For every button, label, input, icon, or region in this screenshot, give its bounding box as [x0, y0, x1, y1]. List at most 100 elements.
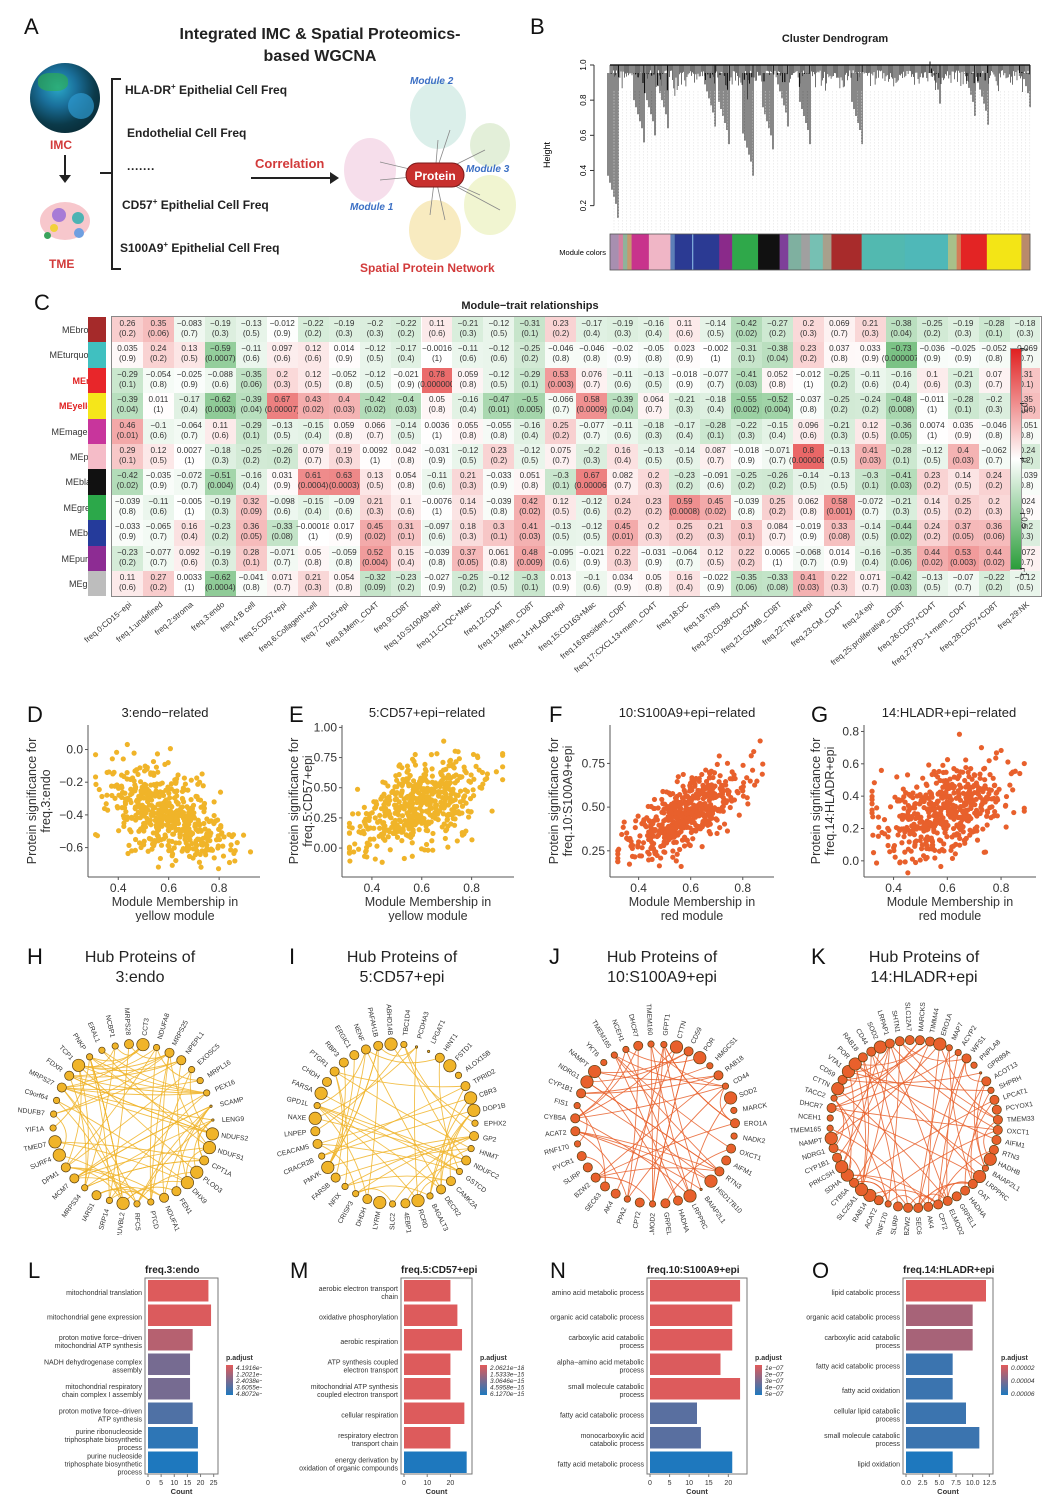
scatter-point: [484, 771, 490, 777]
heatmap-cell: [514, 367, 546, 394]
network-edge: [841, 1071, 855, 1167]
scatter-point: [679, 813, 685, 819]
scatter-point: [701, 801, 707, 807]
heatmap-cell: [297, 469, 329, 495]
heatmap-cell: [173, 393, 205, 419]
heatmap-cell: [947, 545, 979, 571]
panel-letter: B: [530, 14, 545, 39]
p-value: (1): [803, 379, 814, 389]
scatter-point: [385, 827, 391, 833]
heatmap-cell: [142, 469, 174, 495]
heatmap-cell: [978, 520, 1010, 546]
p-value: (0.9): [614, 354, 632, 364]
go-term-label: proton motive force−driven: [59, 1408, 142, 1415]
heatmap-cell-text: −0.17 (0.4): [387, 344, 426, 364]
scatter-point: [347, 858, 353, 864]
correlation-value: −0.25: [240, 446, 262, 455]
scatter-point: [358, 830, 364, 836]
module-color-segment: [956, 234, 962, 270]
scatter-point: [161, 815, 167, 821]
p-value: (0.7): [830, 329, 848, 338]
scatter-point: [957, 842, 963, 848]
p-value: (0.6): [583, 583, 601, 592]
correlation-value: −0.33: [271, 522, 293, 532]
heatmap-cell-text: 0.24 (0.2): [975, 471, 1014, 491]
p-value: (0.6): [799, 430, 817, 440]
module-color-swatch: [88, 545, 106, 571]
scatter-point: [944, 785, 950, 791]
correlation-value: −0.05: [643, 344, 664, 354]
heatmap-cell-text: −0.73 (0.000007): [882, 344, 922, 364]
heatmap-cell-text: −0.021 (0.9): [387, 370, 426, 390]
heatmap-cell-text: 0.0036 (1): [418, 421, 457, 441]
p-value: (0.0000002): [788, 456, 834, 465]
heatmap-cell-text: −0.29 (0.1): [510, 370, 549, 390]
p-value: (0.2): [614, 506, 632, 516]
scatter-point: [693, 775, 699, 782]
scatter-point: [409, 853, 415, 859]
correlation-value: −0.18: [705, 395, 726, 405]
scatter-point: [459, 803, 466, 809]
protein-node: [706, 1062, 714, 1070]
p-value: (0.9): [397, 379, 415, 389]
go-term-label: process: [619, 1392, 644, 1399]
go-bar: [906, 1451, 953, 1473]
network-edge: [927, 1044, 941, 1207]
heatmap-cell: [576, 393, 608, 419]
go-bar: [148, 1378, 191, 1400]
heatmap-cell: [638, 393, 670, 419]
heatmap-cell-text: −0.25 (0.2): [820, 370, 859, 390]
heatmap-cell: [142, 418, 174, 444]
protein-node: [873, 1040, 887, 1054]
scatter-point: [363, 823, 369, 829]
correlation-value: 0.4: [957, 446, 969, 455]
correlation-value: −0.23: [674, 471, 695, 481]
network-edge: [84, 1160, 205, 1189]
scatter-point: [905, 846, 911, 852]
module-color-segment: [758, 234, 780, 270]
heatmap-cell: [885, 317, 917, 343]
correlation-value: −0.12: [1014, 573, 1036, 582]
heatmap-cell: [761, 494, 793, 521]
correlation-value: 0.013: [550, 573, 572, 582]
heatmap-cell-text: 0.037 (0.8): [820, 344, 859, 364]
y-tick-label: −0.6: [59, 841, 83, 855]
go-bar: [148, 1451, 198, 1473]
x-tick-label: 5: [668, 1480, 672, 1487]
network-edge: [69, 1059, 182, 1078]
correlation-value: 0.36: [986, 522, 1003, 532]
heatmap-cell-text: −0.039 (0.8): [418, 548, 457, 568]
scatter-point: [240, 832, 247, 838]
scatter-point: [724, 798, 730, 804]
correlation-value: 0.11: [212, 420, 228, 430]
scatter-point: [366, 814, 373, 821]
scatter-point: [1003, 793, 1010, 800]
module-1-label: Module 1: [350, 202, 394, 213]
network-edge: [614, 1054, 732, 1149]
scatter-point: [661, 849, 667, 855]
scatter-point: [435, 808, 441, 814]
heatmap-cell-text: −0.35 (0.06): [232, 370, 271, 390]
heatmap-cell: [359, 317, 391, 343]
go-term-label: mitochondrial ATP synthesis: [55, 1343, 143, 1350]
correlation-value: −0.23: [117, 547, 138, 557]
network-edge: [366, 1045, 379, 1200]
correlation-value: −0.09: [333, 496, 355, 506]
scatter-point: [971, 828, 977, 834]
scatter-point: [220, 843, 226, 849]
protein-hub-node: [405, 162, 465, 188]
scatter-point: [168, 815, 174, 821]
scatter-point: [703, 778, 710, 785]
panel-a-title: Integrated IMC & Spatial Proteomics- bas…: [179, 26, 461, 65]
heatmap-cell: [483, 494, 515, 521]
scatter-point: [424, 794, 430, 800]
panel-letter: I: [289, 944, 296, 969]
protein-node: [573, 1140, 582, 1148]
correlation-value: 0.3: [740, 522, 753, 532]
scatter-point: [895, 832, 901, 838]
protein-node-label: SOD2: [738, 1087, 758, 1100]
scatter-point: [121, 820, 127, 826]
